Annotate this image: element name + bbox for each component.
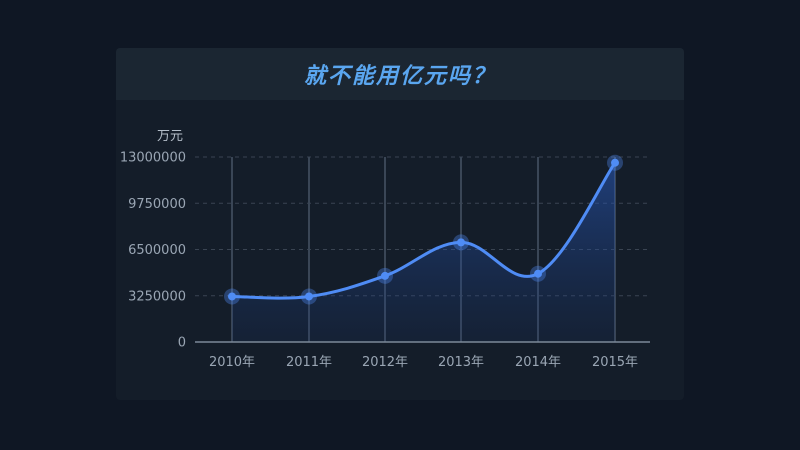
data-point xyxy=(301,288,317,305)
x-tick-label: 2013年 xyxy=(438,355,484,370)
y-tick-label: 0 xyxy=(178,336,186,351)
y-axis-ticks: 0 3250000 6500000 9750000 13000000 xyxy=(120,151,186,351)
y-tick-label: 13000000 xyxy=(120,151,186,166)
x-tick-label: 2011年 xyxy=(286,355,332,370)
x-tick-label: 2010年 xyxy=(209,355,255,370)
chart-header: 就不能用亿元吗？ xyxy=(116,48,684,100)
y-axis-unit-label: 万元 xyxy=(157,129,183,144)
data-point xyxy=(377,267,393,284)
data-point xyxy=(224,288,240,305)
x-tick-label: 2015年 xyxy=(592,355,638,370)
data-point xyxy=(530,265,546,282)
x-axis-ticks: 2010年 2011年 2012年 2013年 2014年 2015年 xyxy=(209,355,638,370)
chart-title: 就不能用亿元吗？ xyxy=(303,64,496,89)
data-points xyxy=(224,154,623,305)
y-tick-label: 9750000 xyxy=(128,197,186,212)
series-area xyxy=(232,162,615,342)
data-point xyxy=(607,154,623,171)
x-tick-label: 2014年 xyxy=(515,355,561,370)
y-tick-label: 6500000 xyxy=(128,243,186,258)
x-tick-label: 2012年 xyxy=(362,355,408,370)
y-tick-label: 3250000 xyxy=(128,289,186,304)
data-point xyxy=(453,234,469,251)
